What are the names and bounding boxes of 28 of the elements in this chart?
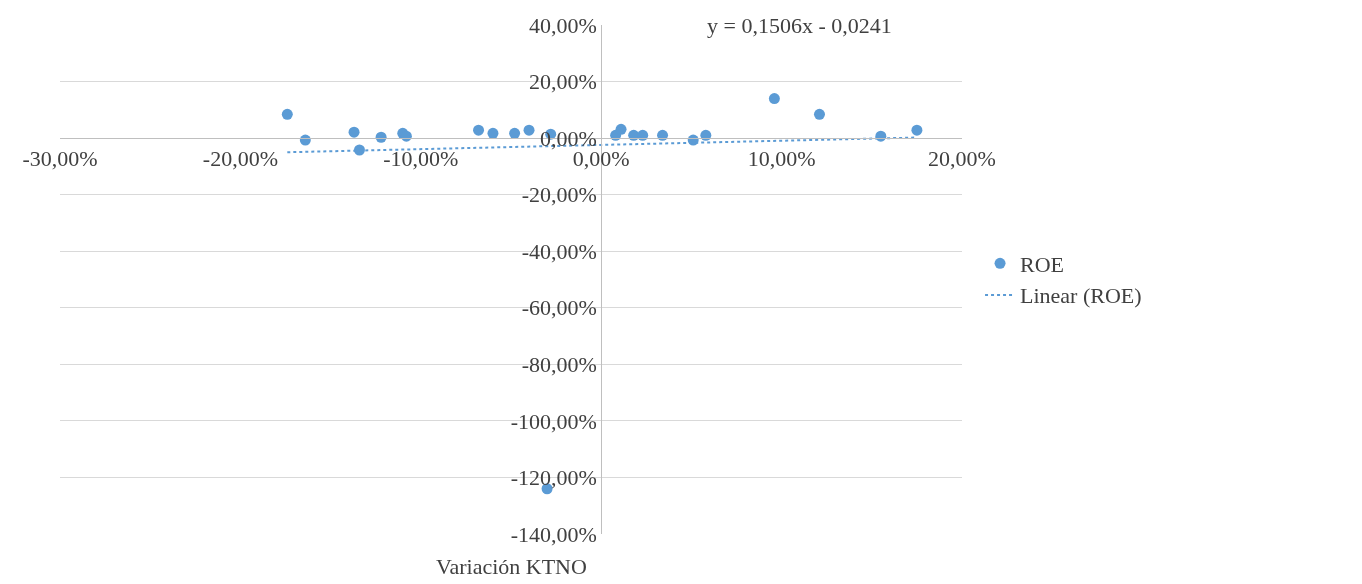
point [523, 124, 535, 136]
x-tick-label: -30,00% [22, 145, 98, 171]
point [348, 126, 360, 138]
annotation: y = 0,1506x - 0,0241 [707, 13, 892, 38]
y-tick-label: -20,00% [521, 182, 597, 208]
point [615, 123, 627, 135]
legend-label: ROE [1020, 251, 1065, 277]
y-tick-label: 20,00% [528, 69, 597, 95]
point [281, 108, 293, 120]
point [911, 124, 923, 136]
point [509, 127, 521, 139]
y-tick-label: -100,00% [510, 408, 597, 434]
y-tick-label: -60,00% [521, 295, 597, 321]
y-tick-label: -120,00% [510, 465, 597, 491]
point [487, 127, 499, 139]
point [768, 93, 780, 105]
y-tick-label: 40,00% [528, 12, 597, 38]
y-tick-label: -40,00% [521, 238, 597, 264]
y-tick-label: -80,00% [521, 352, 597, 378]
point [473, 124, 485, 136]
x-axis-title: Variación KTNO [436, 554, 587, 579]
x-tick-label: -20,00% [202, 145, 278, 171]
x-tick-label: -10,00% [383, 145, 459, 171]
y-tick-label: -140,00% [510, 521, 597, 547]
point [813, 108, 825, 120]
x-tick-label: 10,00% [747, 145, 816, 171]
x-tick-label: 20,00% [928, 145, 996, 171]
legend-label: Linear (ROE) [1020, 283, 1142, 309]
